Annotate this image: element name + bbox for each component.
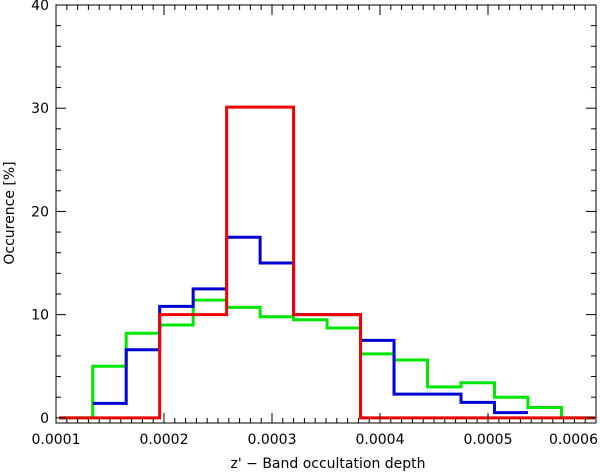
y-tick-label: 30 [31,101,49,117]
tick-layer [55,4,597,423]
y-tick-label: 20 [31,204,49,220]
series-green-step [59,298,595,420]
series-blue-step [92,235,528,415]
x-tick-label: 0.0002 [140,432,189,448]
x-axis-label: z' − Band occultation depth [230,456,425,472]
series-red-step [59,105,595,420]
y-tick-label: 0 [40,411,49,427]
x-tick-label: 0.0001 [32,432,81,448]
y-tick-label: 40 [31,0,49,14]
tick-label-layer: 0.0001 0.0002 0.0003 0.0004 0.0005 0.0006 0 10 2… [31,0,598,448]
x-tick-label: 0.0006 [549,432,598,448]
plot-frame [55,4,597,424]
y-axis-label: Occurence [%] [2,161,18,264]
y-tick-label: 10 [31,308,49,324]
series-layer [59,105,595,420]
x-tick-label: 0.0005 [464,432,513,448]
x-tick-label: 0.0003 [248,432,297,448]
x-tick-label: 0.0004 [356,432,405,448]
